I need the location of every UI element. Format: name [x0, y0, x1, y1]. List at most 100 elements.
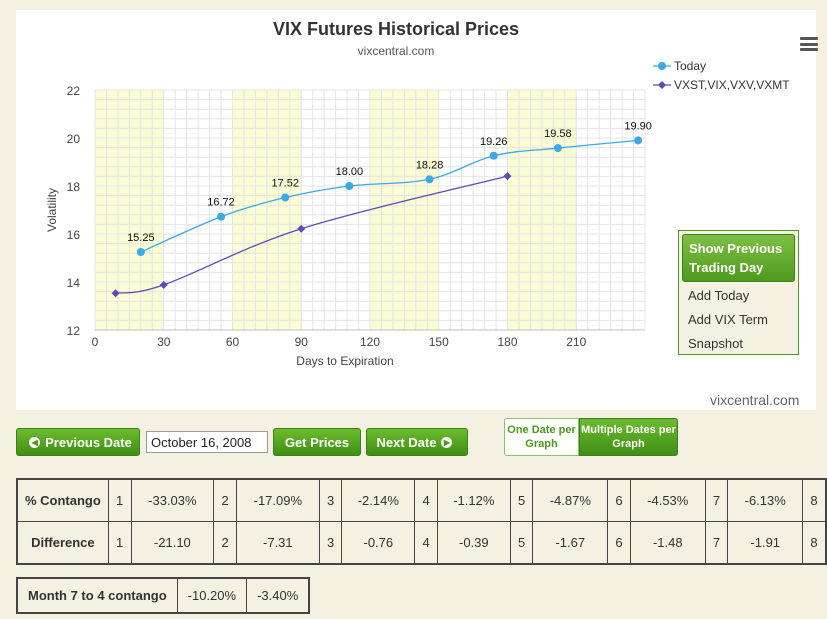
data-point [136, 248, 145, 256]
month-number: 6 [607, 521, 631, 565]
difference-cell: -0.76 [341, 521, 416, 565]
difference-cell: -1.48 [629, 521, 706, 565]
month-number: 3 [318, 478, 343, 522]
x-tick-label: 30 [157, 335, 171, 349]
data-label: 17.52 [271, 178, 299, 190]
x-tick-label: 180 [497, 335, 517, 349]
difference-cell: -21.10 [130, 521, 215, 565]
add-vix-term-link[interactable]: Add VIX Term [688, 312, 768, 327]
month-number: 5 [509, 478, 534, 522]
row-header: % Contango [16, 478, 109, 522]
month-number: 1 [107, 478, 132, 522]
legend-marker [658, 81, 666, 89]
chart-panel: VIX Futures Historical Prices vixcentral.… [16, 10, 818, 410]
month-number: 4 [414, 521, 438, 565]
data-label: 19.26 [480, 136, 508, 148]
legend-marker [658, 62, 666, 70]
data-label: 18.00 [336, 166, 364, 178]
chevron-left-icon: ◀ [29, 436, 41, 448]
data-label: 16.72 [207, 197, 235, 209]
series-line [115, 175, 508, 294]
data-point [281, 193, 290, 202]
month-summary-label: Month 7 to 4 contango [16, 577, 178, 614]
data-point [634, 136, 643, 145]
difference-cell: -0.39 [436, 521, 511, 565]
month-number: 2 [213, 478, 238, 522]
x-axis-label: Days to Expiration [296, 354, 393, 368]
data-label: 15.25 [127, 232, 155, 244]
contango-cell: -6.13% [727, 478, 804, 522]
month-number: 1 [107, 521, 132, 565]
credit-text[interactable]: vixcentral.com [710, 392, 800, 408]
snapshot-link[interactable]: Snapshot [688, 336, 743, 351]
date-input[interactable] [146, 431, 268, 453]
data-label: 19.90 [624, 120, 652, 132]
month-number: 7 [704, 521, 729, 565]
y-tick-label: 16 [67, 228, 81, 242]
next-date-label: Next Date [376, 434, 437, 450]
y-tick-label: 14 [67, 276, 81, 290]
data-label: 18.28 [416, 159, 444, 171]
chart-svg: VIX Futures Historical Prices vixcentral.… [45, 19, 790, 368]
data-point [345, 182, 354, 190]
x-tick-label: 0 [92, 335, 99, 349]
y-tick-label: 22 [67, 84, 81, 98]
month-number: 6 [607, 478, 631, 522]
month-number: 8 [802, 478, 827, 522]
contango-cell: -1.12% [436, 478, 511, 522]
x-tick-label: 120 [360, 335, 380, 349]
get-prices-button[interactable]: Get Prices [273, 428, 361, 456]
difference-cell: -7.31 [236, 521, 320, 565]
legend-label: Today [674, 59, 706, 73]
data-point [159, 280, 168, 289]
month-summary-value: -10.20% [176, 577, 248, 614]
next-date-button[interactable]: Next Date ▶ [366, 428, 468, 456]
difference-cell: -1.91 [727, 521, 804, 565]
month-number: 5 [509, 521, 534, 565]
difference-cell: -1.67 [532, 521, 609, 565]
y-axis-label: Volatility [45, 188, 59, 232]
contango-table: % Contango 1 -33.03% 2 -17.09% 3 -2.14% … [16, 478, 827, 565]
data-point [503, 172, 512, 181]
month-summary-table: Month 7 to 4 contango -10.20% -3.40% [16, 577, 311, 614]
month-number: 8 [802, 521, 827, 565]
contango-row: % Contango 1 -33.03% 2 -17.09% 3 -2.14% … [16, 478, 827, 522]
x-tick-label: 210 [566, 335, 586, 349]
previous-date-button[interactable]: ◀ Previous Date [16, 428, 140, 456]
month-number: 4 [414, 478, 438, 522]
add-today-link[interactable]: Add Today [688, 288, 750, 303]
contango-cell: -4.87% [532, 478, 609, 522]
contango-cell: -2.14% [341, 478, 416, 522]
x-tick-label: 90 [295, 335, 309, 349]
y-tick-label: 12 [67, 324, 81, 338]
data-point [217, 212, 226, 221]
chevron-right-icon: ▶ [441, 436, 453, 448]
contango-cell: -4.53% [629, 478, 706, 522]
one-date-toggle[interactable]: One Date per Graph [504, 418, 579, 456]
month-number: 2 [213, 521, 238, 565]
data-label: 19.58 [544, 128, 572, 140]
data-point [489, 151, 498, 160]
legend-label: VXST,VIX,VXV,VXMT [674, 78, 790, 92]
chart-options-menu: Show Previous Trading Day Add Today Add … [678, 230, 799, 355]
x-tick-label: 150 [429, 335, 449, 349]
data-point [297, 224, 306, 233]
hamburger-menu-icon[interactable] [800, 37, 818, 51]
data-point [111, 289, 120, 298]
chart-subtitle: vixcentral.com [358, 44, 435, 58]
data-point [553, 144, 562, 153]
month-summary-value: -3.40% [246, 577, 310, 614]
row-header: Difference [16, 521, 109, 565]
contango-cell: -17.09% [236, 478, 320, 522]
y-tick-label: 20 [67, 132, 81, 146]
month-number: 3 [318, 521, 343, 565]
x-tick-label: 60 [226, 335, 240, 349]
multiple-dates-toggle[interactable]: Multiple Dates per Graph [579, 418, 678, 456]
data-point [425, 175, 434, 184]
y-tick-label: 18 [67, 180, 81, 194]
contango-cell: -33.03% [130, 478, 215, 522]
month-number: 7 [704, 478, 729, 522]
difference-row: Difference 1 -21.10 2 -7.31 3 -0.76 4 -0… [16, 521, 827, 565]
previous-date-label: Previous Date [45, 434, 132, 450]
show-previous-trading-day-button[interactable]: Show Previous Trading Day [682, 234, 795, 282]
